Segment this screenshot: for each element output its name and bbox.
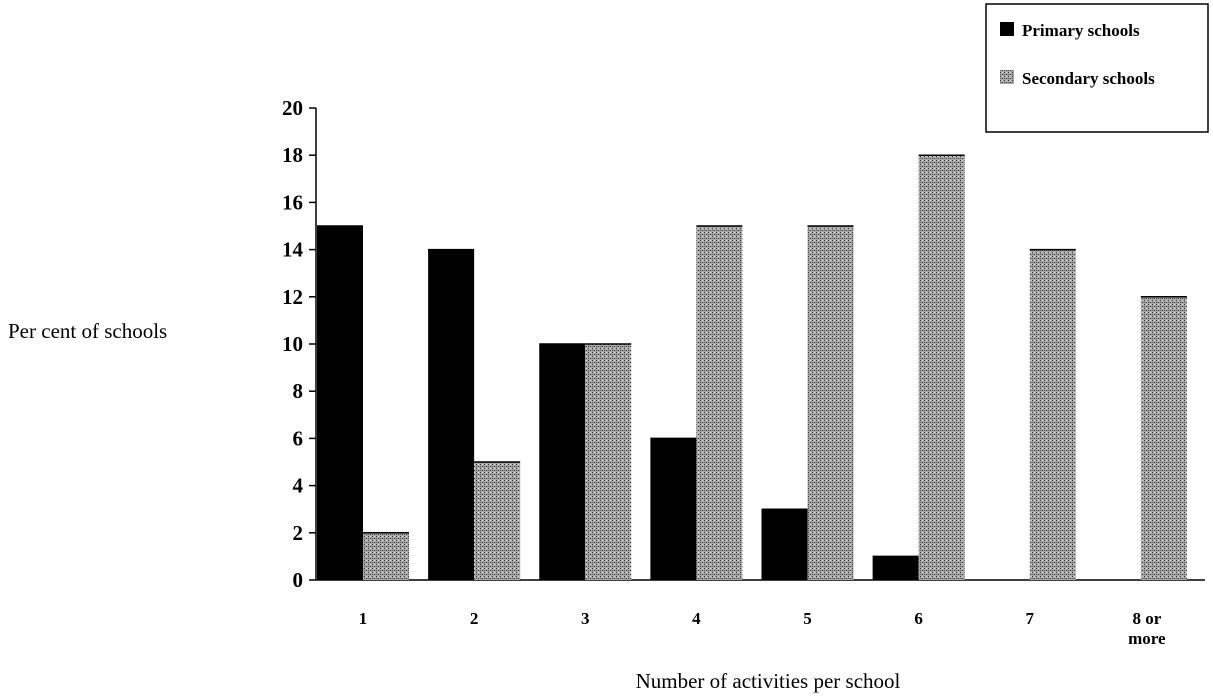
legend-label: Primary schools — [1022, 21, 1140, 40]
y-axis-title: Per cent of schools — [8, 319, 167, 343]
bar-secondary-7 — [1029, 249, 1076, 580]
x-tick-label: 7 — [1026, 609, 1035, 628]
x-tick-label: more — [1128, 629, 1166, 648]
x-tick-label: 1 — [359, 609, 368, 628]
y-tick-label: 6 — [293, 426, 304, 450]
legend: Primary schools Secondary schools — [985, 3, 1209, 133]
legend-swatch — [1000, 70, 1014, 84]
x-tick-label: 8 or — [1132, 609, 1161, 628]
bar-primary-4 — [650, 438, 697, 580]
bar-secondary-4 — [696, 226, 743, 580]
bar-secondary-5 — [807, 226, 854, 580]
y-tick-label: 12 — [282, 285, 303, 309]
y-axis: 0 2 4 6 8 10 12 14 16 18 20 — [282, 96, 317, 592]
y-tick-label: 14 — [282, 238, 304, 262]
bar-primary-6 — [872, 556, 919, 580]
y-tick-label: 16 — [282, 190, 303, 214]
x-tick-label: 3 — [581, 609, 590, 628]
bar-secondary-6 — [918, 155, 965, 580]
legend-swatch — [1000, 22, 1014, 36]
y-tick-label: 8 — [293, 379, 304, 403]
y-tick-label: 10 — [282, 332, 303, 356]
bars — [317, 154, 1187, 580]
y-tick-label: 0 — [293, 568, 304, 592]
legend-label: Secondary schools — [1022, 69, 1155, 88]
x-axis-title: Number of activities per school — [636, 669, 901, 693]
bar-primary-5 — [761, 509, 808, 580]
x-tick-label: 4 — [692, 609, 701, 628]
bar-primary-2 — [428, 249, 475, 580]
bar-primary-3 — [539, 344, 586, 580]
bar-secondary-8 — [1140, 296, 1187, 580]
legend-box — [985, 3, 1209, 133]
y-tick-label: 20 — [282, 96, 303, 120]
bar-secondary-1 — [363, 532, 409, 580]
bar-secondary-3 — [585, 344, 632, 580]
y-tick-label: 2 — [293, 521, 304, 545]
y-tick-label: 4 — [293, 474, 304, 498]
x-tick-label: 2 — [470, 609, 479, 628]
bar-primary-1 — [317, 226, 363, 580]
x-tick-label: 5 — [803, 609, 812, 628]
x-tick-label: 6 — [914, 609, 923, 628]
bar-secondary-2 — [474, 462, 521, 580]
y-tick-label: 18 — [282, 143, 303, 167]
